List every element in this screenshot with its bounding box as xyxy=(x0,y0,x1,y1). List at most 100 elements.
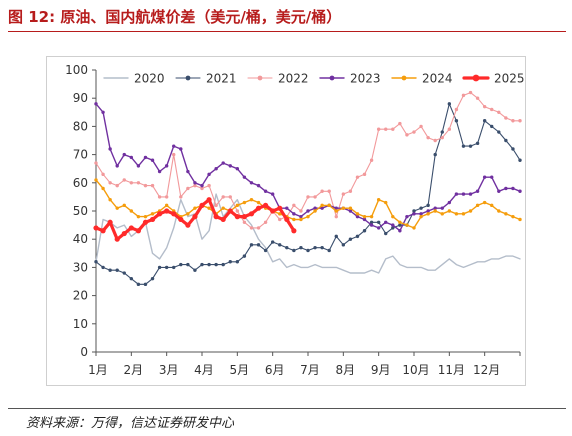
data-point-2023 xyxy=(164,164,169,168)
data-point-2025 xyxy=(128,225,134,231)
data-point-2022 xyxy=(369,158,374,162)
data-point-2022 xyxy=(518,119,522,123)
data-point-2021 xyxy=(193,268,197,272)
data-point-2025 xyxy=(227,208,233,214)
data-point-2022 xyxy=(299,209,303,213)
data-point-2022 xyxy=(313,195,317,199)
x-tick-label: 12月 xyxy=(473,363,500,377)
data-point-2025 xyxy=(107,219,113,225)
source-note: 资料来源：万得，信达证券研发中心 xyxy=(26,416,235,431)
data-point-2024 xyxy=(235,203,240,208)
data-point-2021 xyxy=(270,240,275,244)
data-point-2021 xyxy=(136,282,141,287)
data-point-2022 xyxy=(384,127,388,131)
data-point-2023 xyxy=(200,183,204,188)
data-point-2022 xyxy=(143,183,148,188)
data-point-2025 xyxy=(185,222,191,228)
data-point-2024 xyxy=(362,214,367,219)
data-point-2023 xyxy=(94,102,98,106)
data-point-2022 xyxy=(129,181,134,185)
y-tick-label: 20 xyxy=(73,289,88,303)
data-point-2023 xyxy=(391,223,395,227)
data-point-2021 xyxy=(490,124,494,129)
x-tick-label: 10月 xyxy=(402,363,429,377)
data-point-2021 xyxy=(341,243,346,247)
data-point-2021 xyxy=(94,260,98,264)
y-tick-label: 60 xyxy=(73,176,88,190)
data-point-2023 xyxy=(207,172,211,177)
data-point-2021 xyxy=(384,231,388,236)
data-point-2022 xyxy=(193,183,197,188)
data-point-2024 xyxy=(405,223,409,227)
data-point-2025 xyxy=(241,214,247,220)
data-point-2024 xyxy=(278,212,282,216)
data-point-2022 xyxy=(419,124,423,129)
data-point-2024 xyxy=(143,214,148,219)
data-point-2025 xyxy=(263,202,269,208)
data-point-2024 xyxy=(419,214,423,219)
data-point-2024 xyxy=(186,212,190,216)
line-chart: 0 10 20 30 40 50 60 70 80 90 100 1月 2月 3月 4月 5月 6月 7月 8月 9月… xyxy=(46,56,526,386)
data-point-2023 xyxy=(468,192,473,196)
data-point-2022 xyxy=(101,172,105,177)
data-point-2025 xyxy=(114,236,120,242)
data-point-2023 xyxy=(440,206,444,210)
title-divider xyxy=(8,31,566,32)
x-tick-label: 9月 xyxy=(371,363,391,377)
data-point-2024 xyxy=(475,203,480,208)
data-point-2023 xyxy=(433,206,437,210)
data-point-2022 xyxy=(362,172,367,177)
data-point-2023 xyxy=(426,209,430,213)
data-point-2021 xyxy=(454,119,459,123)
data-point-2022 xyxy=(468,90,473,95)
data-point-2024 xyxy=(511,214,515,219)
data-point-2021 xyxy=(263,248,268,253)
data-point-2022 xyxy=(292,203,296,208)
data-point-2024 xyxy=(426,212,430,216)
data-point-2023 xyxy=(235,167,240,171)
data-point-2022 xyxy=(249,226,254,230)
data-point-2021 xyxy=(214,262,218,267)
data-point-2023 xyxy=(136,164,141,168)
legend-label-2023: 2023 xyxy=(350,72,381,86)
data-point-2022 xyxy=(228,195,232,199)
data-point-2023 xyxy=(285,206,289,210)
data-point-2022 xyxy=(186,186,190,191)
legend-label-2022: 2022 xyxy=(278,72,309,86)
y-tick-label: 40 xyxy=(73,232,88,246)
x-tick-label: 7月 xyxy=(300,363,320,377)
data-point-2021 xyxy=(433,152,437,157)
data-point-2021 xyxy=(242,254,247,258)
data-point-2024 xyxy=(108,198,112,202)
data-point-2021 xyxy=(482,119,487,123)
data-point-2025 xyxy=(291,228,297,234)
data-point-2024 xyxy=(369,214,374,219)
data-point-2024 xyxy=(327,203,331,208)
data-point-2024 xyxy=(313,209,317,213)
data-point-2021 xyxy=(461,144,466,148)
x-tick-label: 2月 xyxy=(124,363,144,377)
data-point-2025 xyxy=(142,219,149,225)
data-point-2022 xyxy=(242,220,247,224)
data-point-2023 xyxy=(398,229,402,233)
data-point-2021 xyxy=(299,245,303,250)
series-line-2020 xyxy=(95,193,521,274)
data-point-2022 xyxy=(108,181,112,185)
data-point-2024 xyxy=(193,206,197,210)
data-point-2021 xyxy=(419,206,423,210)
series-line-2024 xyxy=(95,179,521,229)
data-point-2023 xyxy=(270,192,275,196)
data-point-2021 xyxy=(447,102,452,106)
data-point-2021 xyxy=(101,265,105,270)
legend-label-2024: 2024 xyxy=(422,72,453,86)
data-point-2023 xyxy=(306,209,310,213)
data-point-2021 xyxy=(115,268,119,272)
data-point-2023 xyxy=(221,161,225,165)
x-tick-label: 8月 xyxy=(336,363,356,377)
data-point-2021 xyxy=(355,234,360,239)
data-point-2022 xyxy=(426,135,430,140)
data-point-2023 xyxy=(228,164,232,168)
data-point-2024 xyxy=(447,209,452,213)
data-point-2022 xyxy=(334,214,338,219)
data-point-2023 xyxy=(511,186,515,191)
